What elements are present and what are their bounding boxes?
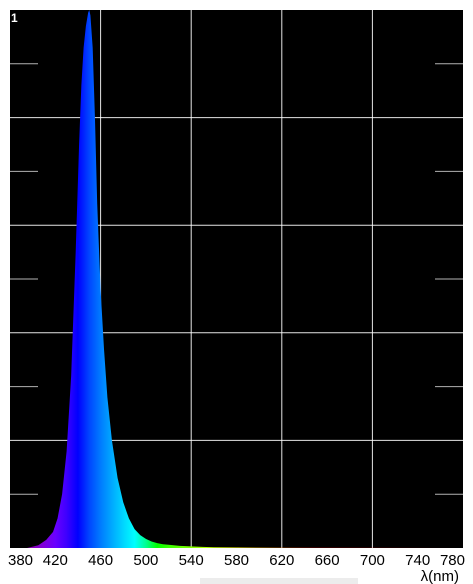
x-axis-label: λ(nm) [421,568,459,584]
x-tick-label: 620 [269,552,294,569]
x-tick-label: 540 [179,552,204,569]
x-tick-label: 580 [224,552,249,569]
x-tick-label: 660 [315,552,340,569]
x-tick-label: 420 [43,552,68,569]
x-tick-label: 380 [8,552,33,569]
y-tick-labels: 1 [11,11,18,25]
x-tick-label: 500 [133,552,158,569]
x-tick-label: 780 [440,552,465,569]
x-tick-label: 740 [405,552,430,569]
bottom-handle [200,578,358,584]
x-tick-label: 700 [360,552,385,569]
y-tick-label: 1 [11,11,18,25]
x-tick-labels: 380 420 460 500 540 580 620 660 700 740 780 [8,552,465,569]
x-tick-label: 460 [88,552,113,569]
